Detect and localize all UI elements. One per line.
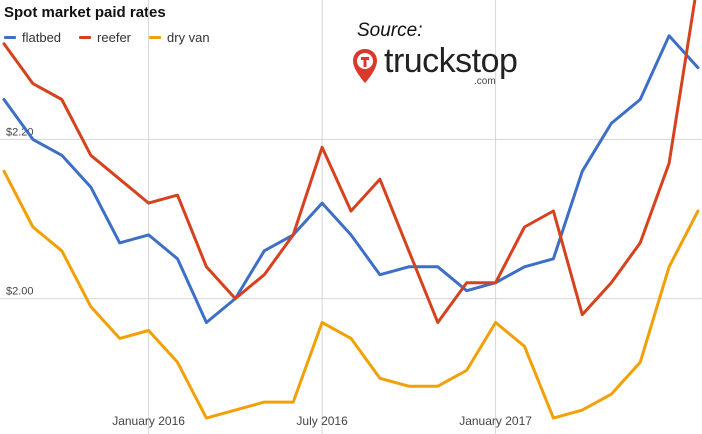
series-line-dry-van (2, 169, 700, 420)
truckstop-pin-icon (353, 49, 377, 83)
legend-swatch-dry-van (149, 36, 162, 39)
truckstop-logo-suffix: .com (474, 76, 496, 87)
source-block: Source: truckstop .com (352, 20, 522, 90)
chart-title: Spot market paid rates (4, 4, 166, 21)
legend-label-dry-van: dry van (167, 30, 210, 45)
source-label: Source: (357, 20, 423, 41)
x-tick-label: January 2017 (459, 414, 532, 428)
legend-label-flatbed: flatbed (22, 30, 62, 45)
legend-label-reefer: reefer (97, 30, 132, 45)
x-tick-label: July 2016 (296, 414, 348, 428)
legend-swatch-reefer (79, 36, 92, 39)
legend-item-flatbed: flatbed (4, 30, 61, 45)
truckstop-logo-text: truckstop (384, 42, 518, 80)
x-tick-label: January 2016 (112, 414, 185, 428)
series-line-flatbed (2, 34, 700, 324)
legend-item-dry-van: dry van (149, 30, 210, 45)
legend: flatbed reefer dry van (4, 30, 210, 45)
legend-swatch-flatbed (4, 36, 16, 39)
y-tick-label: $2.00 (6, 286, 34, 298)
legend-item-reefer: reefer (79, 30, 131, 45)
series-line-reefer (2, 0, 697, 324)
